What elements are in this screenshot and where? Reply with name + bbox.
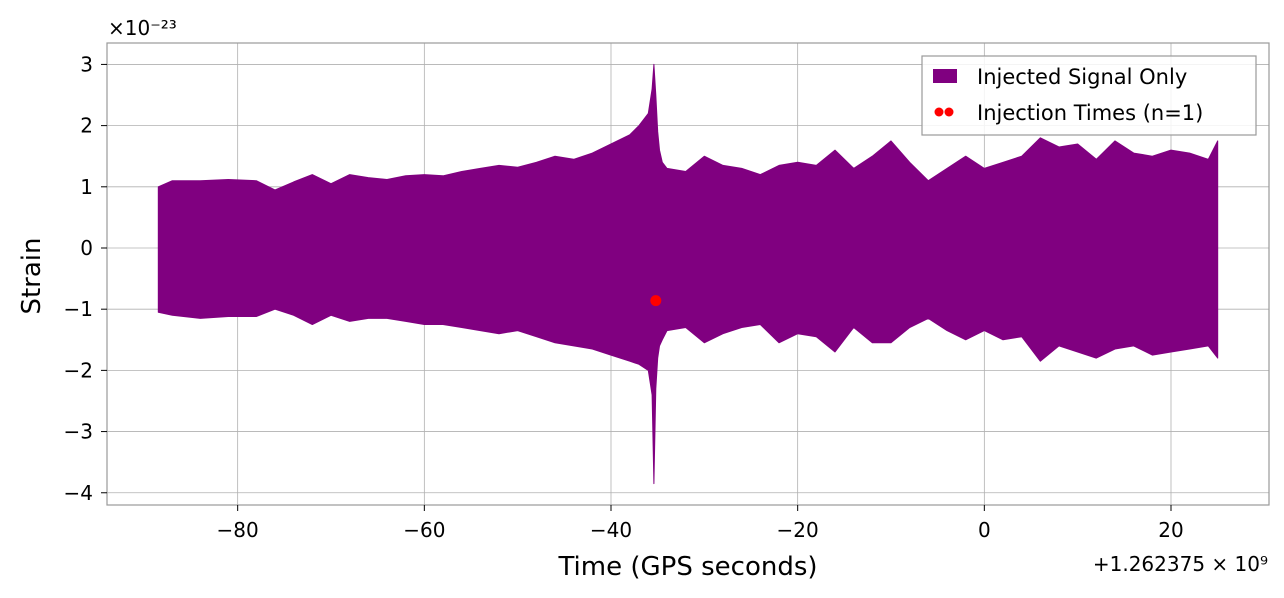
x-tick-label: −60 xyxy=(403,518,445,542)
y-scale-label: ×10⁻²³ xyxy=(108,16,177,40)
x-tick-label: 20 xyxy=(1158,518,1183,542)
legend-frame xyxy=(921,55,1257,136)
legend-label-injection-times: Injection Times (n=1) xyxy=(977,101,1203,125)
x-offset-label: +1.262375 × 10⁹ xyxy=(1093,552,1268,576)
injection-time-point xyxy=(650,295,662,307)
y-tick-label: 2 xyxy=(80,114,93,138)
y-tick-label: −4 xyxy=(64,481,93,505)
x-tick-label: −80 xyxy=(217,518,259,542)
legend: Injected Signal Only Injection Times (n=… xyxy=(921,55,1257,136)
legend-swatch-injected-signal xyxy=(933,69,957,83)
y-axis-label: Strain xyxy=(17,237,47,314)
legend-marker-injection-times-a xyxy=(934,107,944,117)
plot-frame xyxy=(106,42,1270,506)
series-layer xyxy=(157,63,1219,485)
x-tick-label: −40 xyxy=(590,518,632,542)
x-tick-label: −20 xyxy=(777,518,819,542)
legend-label-injected-signal: Injected Signal Only xyxy=(977,65,1187,89)
tick-marks: −80 −60 −40 −20 0 20 3 2 1 0 −1 −2 −3 −4 xyxy=(64,52,1184,542)
x-axis-label: Time (GPS seconds) xyxy=(557,552,817,582)
y-tick-label: 0 xyxy=(80,236,93,260)
y-tick-label: 3 xyxy=(80,52,93,76)
x-tick-label: 0 xyxy=(978,518,991,542)
y-tick-label: −1 xyxy=(64,297,93,321)
y-tick-label: −2 xyxy=(64,358,93,382)
legend-marker-injection-times-b xyxy=(944,107,954,117)
injected-signal-envelope xyxy=(157,63,1219,485)
y-tick-label: 1 xyxy=(80,175,93,199)
y-tick-label: −3 xyxy=(64,420,93,444)
